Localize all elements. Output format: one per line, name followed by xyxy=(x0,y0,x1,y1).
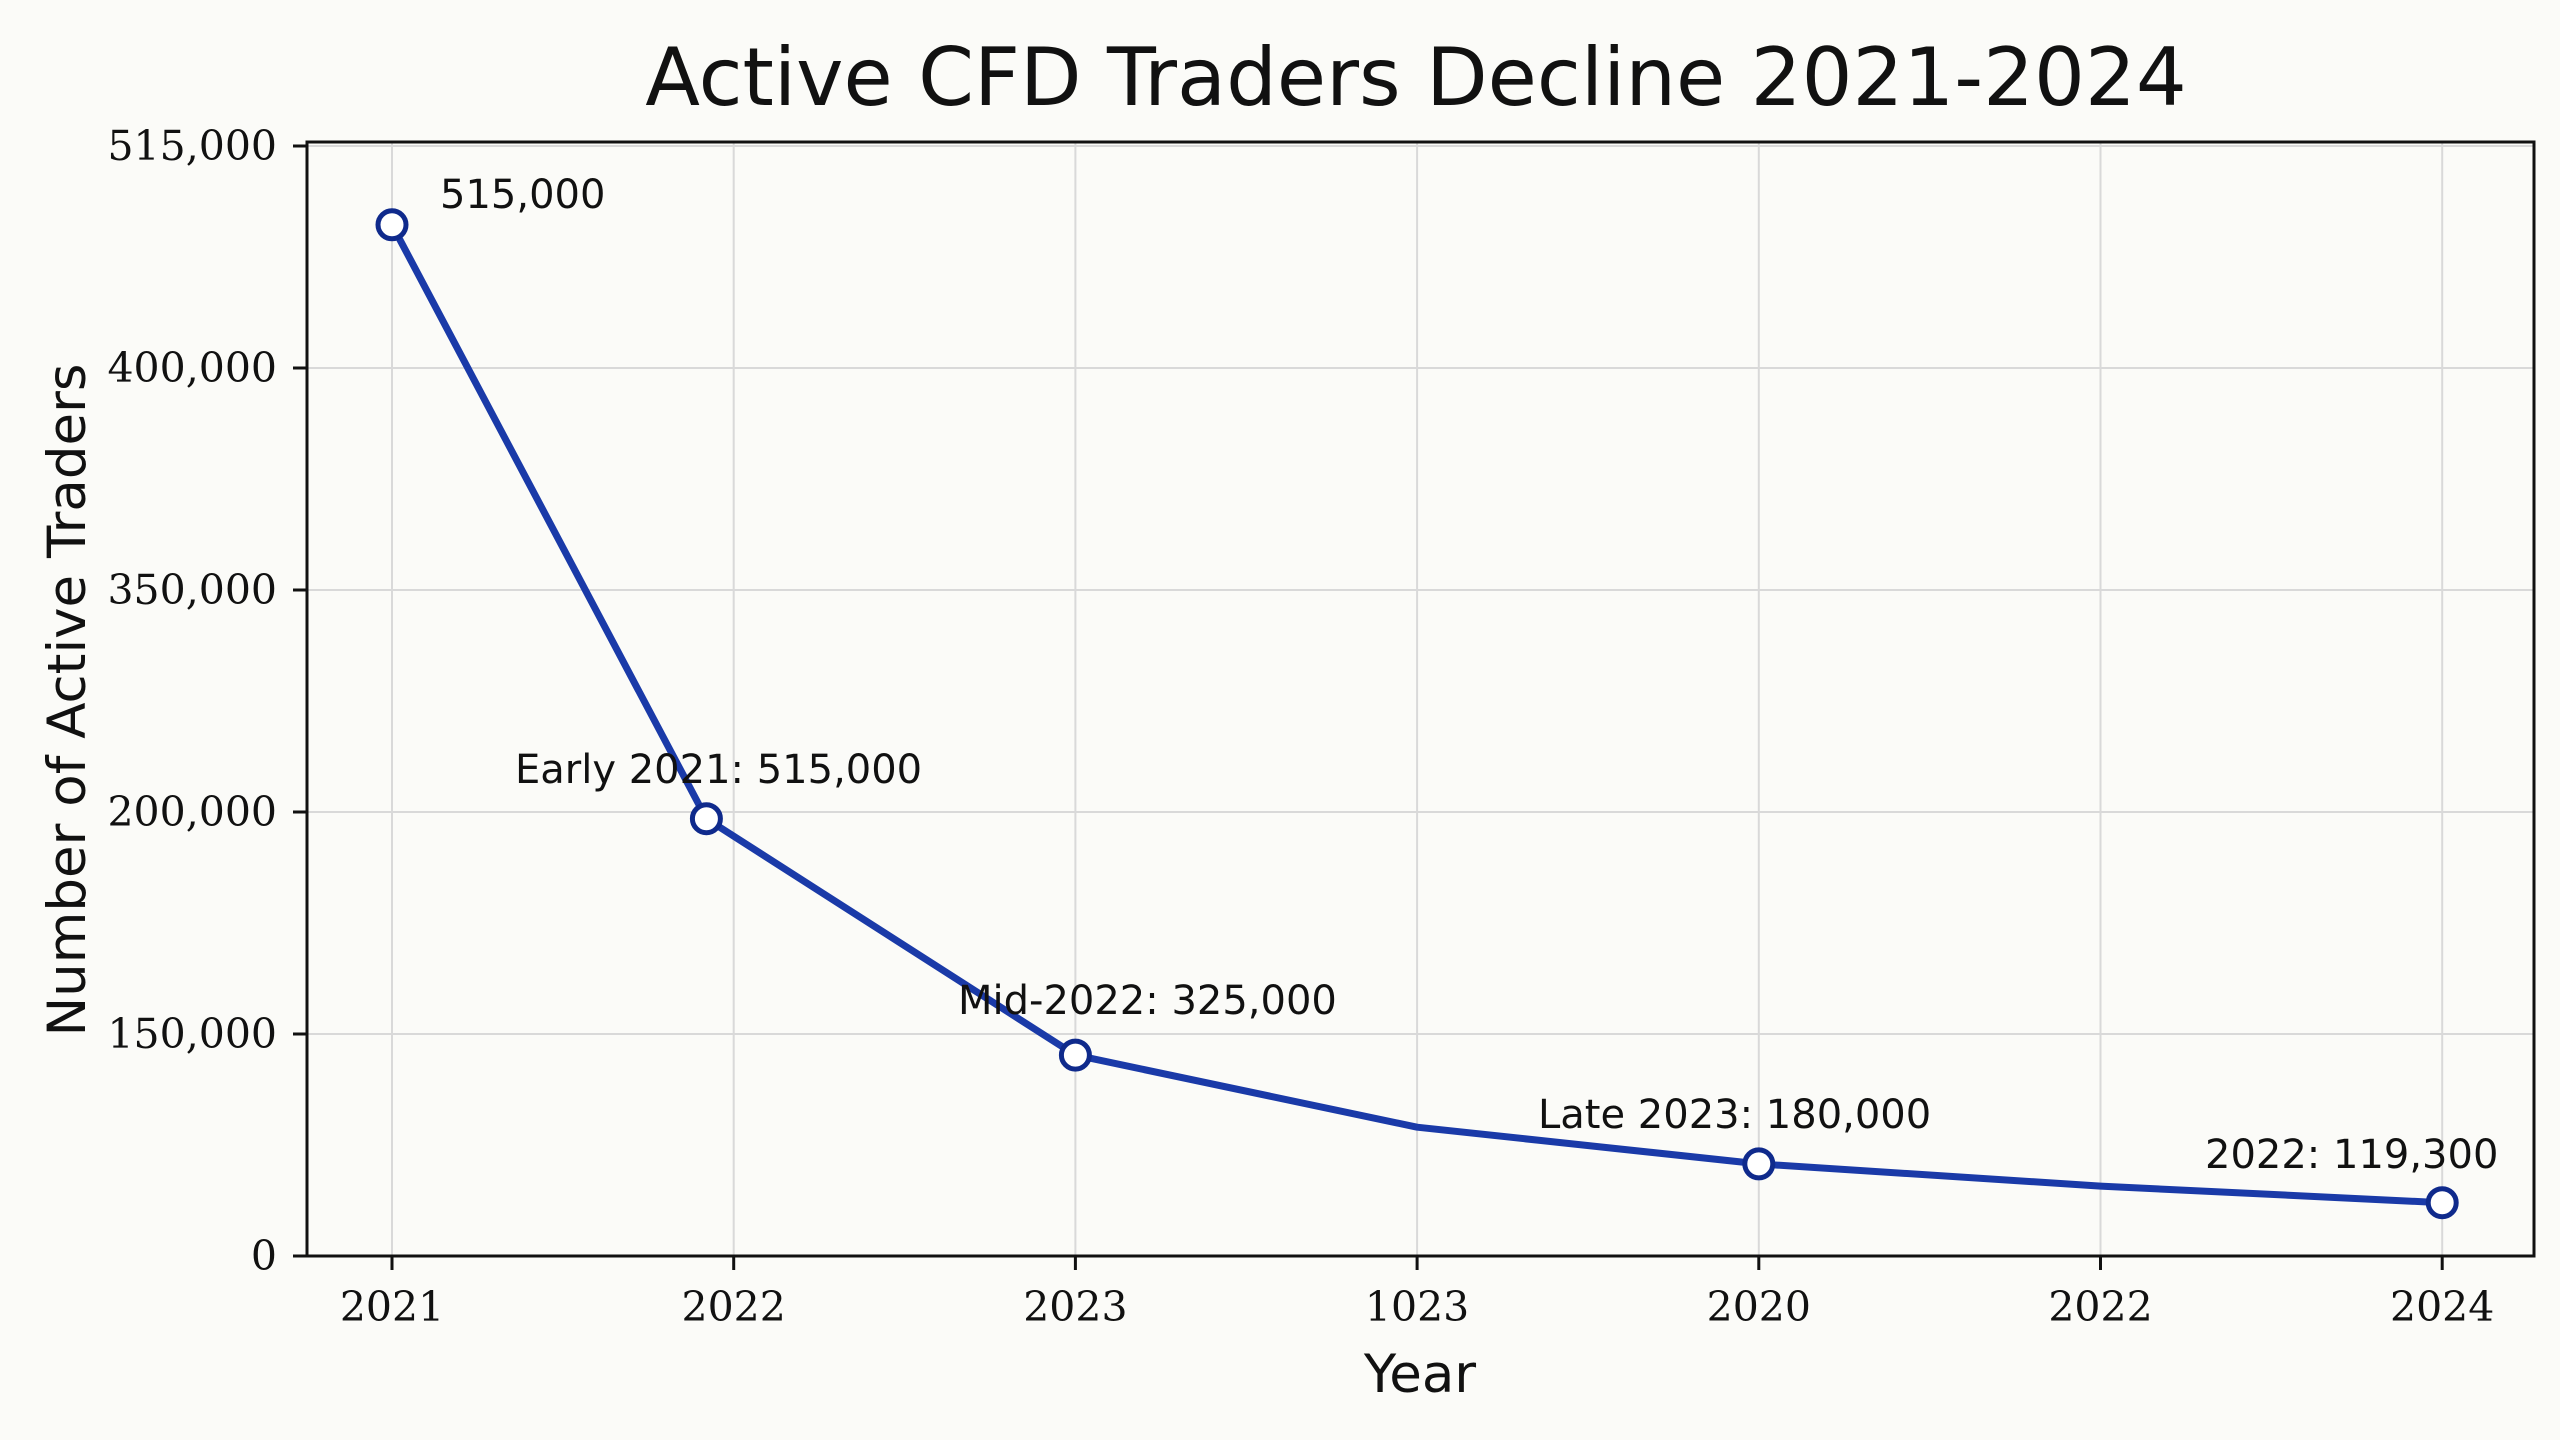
y-axis-label: Number of Active Traders xyxy=(37,364,98,1037)
data-label: Late 2023: 180,000 xyxy=(1538,1092,1931,1138)
x-axis-label: Year xyxy=(1363,1344,1476,1405)
axis-ticks: 2021 2022 2023 1023 2020 2022 2024 0 150,000 200,… xyxy=(107,122,2494,1331)
y-tick-label: 200,000 xyxy=(107,788,277,836)
y-tick-label: 350,000 xyxy=(107,566,277,614)
data-point-marker xyxy=(2425,1186,2459,1220)
chart-title: Active CFD Traders Decline 2021-2024 xyxy=(645,31,2186,124)
y-tick-label: 515,000 xyxy=(107,122,277,170)
series-layer xyxy=(375,208,2459,1220)
x-tick-label: 2020 xyxy=(1707,1283,1811,1331)
grid-lines xyxy=(307,142,2534,1256)
data-label: Mid-2022: 325,000 xyxy=(958,978,1337,1024)
x-tick-label: 2022 xyxy=(2048,1283,2152,1331)
annotation-layer: 515,000 Early 2021: 515,000 Mid-2022: 325,… xyxy=(440,172,2498,1178)
x-tick-label: 2024 xyxy=(2390,1283,2494,1331)
y-tick-label: 400,000 xyxy=(107,344,277,392)
x-tick-label: 2021 xyxy=(340,1283,444,1331)
x-tick-label: 1023 xyxy=(1365,1283,1469,1331)
data-label: Early 2021: 515,000 xyxy=(515,747,922,793)
data-label: 2022: 119,300 xyxy=(2205,1132,2498,1178)
data-point-marker xyxy=(1058,1038,1092,1072)
x-tick-label: 2023 xyxy=(1023,1283,1127,1331)
x-tick-label: 2022 xyxy=(682,1283,786,1331)
y-tick-label: 0 xyxy=(251,1232,277,1280)
data-label: 515,000 xyxy=(440,172,605,218)
data-point-marker xyxy=(1742,1147,1776,1181)
data-point-marker xyxy=(375,208,409,242)
plot-frame xyxy=(305,140,2536,1258)
data-point-marker xyxy=(689,802,723,836)
y-tick-label: 150,000 xyxy=(107,1010,277,1058)
